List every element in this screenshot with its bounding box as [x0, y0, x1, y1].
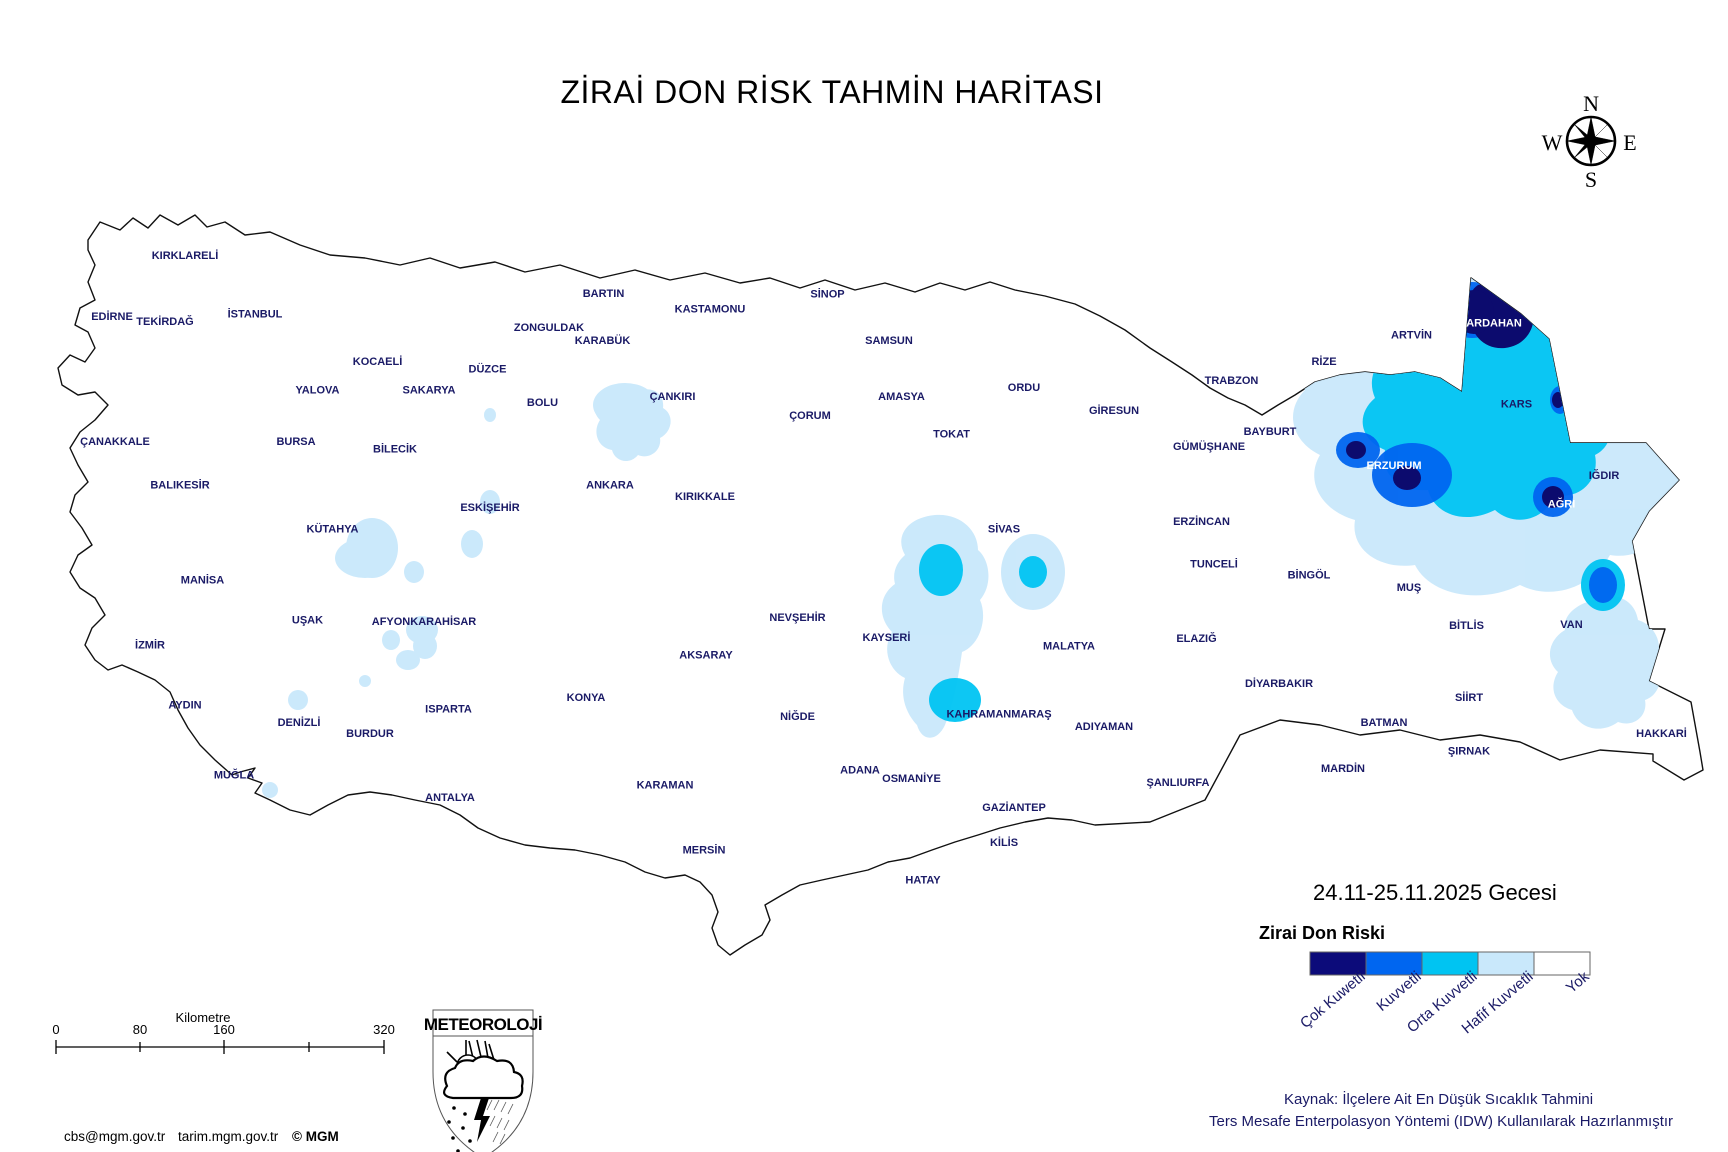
svg-text:DÜZCE: DÜZCE [469, 363, 507, 376]
svg-text:320: 320 [373, 1022, 395, 1037]
svg-text:24.11-25.11.2025 Gecesi: 24.11-25.11.2025 Gecesi [1313, 880, 1557, 905]
svg-text:SİVAS: SİVAS [988, 523, 1020, 536]
svg-text:GİRESUN: GİRESUN [1089, 404, 1139, 417]
svg-text:© MGM: © MGM [292, 1129, 339, 1144]
svg-text:SİİRT: SİİRT [1455, 691, 1483, 704]
svg-text:GÜMÜŞHANE: GÜMÜŞHANE [1173, 440, 1245, 453]
svg-text:Kaynak: İlçelere Ait En Düşük: Kaynak: İlçelere Ait En Düşük Sıcaklık T… [1284, 1090, 1593, 1108]
svg-text:DİYARBAKIR: DİYARBAKIR [1245, 677, 1313, 690]
svg-text:TUNCELİ: TUNCELİ [1190, 558, 1238, 571]
svg-text:VAN: VAN [1560, 619, 1582, 631]
svg-text:160: 160 [213, 1022, 235, 1037]
svg-text:KIRKLARELİ: KIRKLARELİ [152, 249, 219, 262]
svg-text:AMASYA: AMASYA [878, 391, 925, 403]
svg-text:DENİZLİ: DENİZLİ [278, 716, 321, 729]
svg-text:AFYONKARAHİSAR: AFYONKARAHİSAR [372, 615, 477, 628]
svg-text:UŞAK: UŞAK [292, 615, 323, 627]
svg-text:BİNGÖL: BİNGÖL [1288, 569, 1331, 582]
svg-text:ADANA: ADANA [840, 765, 880, 777]
svg-text:KÜTAHYA: KÜTAHYA [307, 523, 359, 536]
svg-text:E: E [1623, 130, 1636, 155]
svg-text:MUŞ: MUŞ [1397, 582, 1421, 594]
svg-text:KARABÜK: KARABÜK [575, 334, 631, 347]
svg-text:KARAMAN: KARAMAN [637, 780, 694, 792]
svg-text:KAYSERİ: KAYSERİ [863, 631, 911, 644]
svg-text:AYDIN: AYDIN [168, 700, 201, 712]
svg-text:HAKKARİ: HAKKARİ [1636, 727, 1687, 740]
svg-text:ELAZIĞ: ELAZIĞ [1176, 632, 1216, 645]
svg-text:MARDİN: MARDİN [1321, 762, 1365, 775]
svg-text:Zirai Don Riski: Zirai Don Riski [1259, 923, 1385, 943]
svg-text:SAKARYA: SAKARYA [403, 385, 456, 397]
svg-text:TRABZON: TRABZON [1205, 375, 1259, 387]
svg-text:MANİSA: MANİSA [181, 574, 224, 587]
svg-text:AĞRI: AĞRI [1548, 498, 1576, 511]
svg-text:BAYBURT: BAYBURT [1244, 426, 1297, 438]
svg-text:KOCAELİ: KOCAELİ [353, 355, 403, 368]
svg-text:KASTAMONU: KASTAMONU [675, 304, 746, 316]
svg-text:ANTALYA: ANTALYA [425, 792, 475, 804]
svg-text:GAZİANTEP: GAZİANTEP [982, 801, 1046, 814]
svg-text:ADIYAMAN: ADIYAMAN [1075, 721, 1133, 733]
svg-text:KİLİS: KİLİS [990, 836, 1018, 849]
svg-text:METEOROLOJİ: METEOROLOJİ [424, 1015, 542, 1034]
svg-text:BALIKESİR: BALIKESİR [150, 479, 209, 492]
svg-text:S: S [1585, 167, 1597, 192]
svg-text:KONYA: KONYA [567, 692, 606, 704]
svg-text:ARDAHAN: ARDAHAN [1466, 318, 1522, 330]
svg-text:SAMSUN: SAMSUN [865, 335, 913, 347]
svg-text:BURSA: BURSA [276, 436, 315, 448]
svg-text:İSTANBUL: İSTANBUL [228, 308, 283, 321]
svg-text:cbs@mgm.gov.tr: cbs@mgm.gov.tr [64, 1129, 166, 1144]
svg-text:BURDUR: BURDUR [346, 728, 394, 740]
svg-text:ÇORUM: ÇORUM [789, 410, 831, 422]
svg-text:TEKİRDAĞ: TEKİRDAĞ [136, 315, 193, 328]
svg-text:W: W [1542, 130, 1563, 155]
svg-text:BİTLİS: BİTLİS [1449, 619, 1484, 632]
svg-text:ARTVİN: ARTVİN [1391, 329, 1432, 342]
svg-text:ÇANAKKALE: ÇANAKKALE [80, 436, 150, 448]
svg-text:AKSARAY: AKSARAY [679, 650, 733, 662]
svg-text:OSMANİYE: OSMANİYE [882, 772, 941, 785]
svg-text:HATAY: HATAY [905, 875, 941, 887]
svg-text:KIRIKKALE: KIRIKKALE [675, 491, 735, 503]
svg-text:MALATYA: MALATYA [1043, 641, 1095, 653]
svg-text:TOKAT: TOKAT [933, 429, 970, 441]
svg-text:0: 0 [52, 1022, 59, 1037]
svg-text:RİZE: RİZE [1311, 355, 1336, 368]
svg-text:ESKİŞEHİR: ESKİŞEHİR [460, 501, 519, 514]
svg-text:EDİRNE: EDİRNE [91, 310, 133, 323]
svg-text:Ters Mesafe Enterpolasyon Yönt: Ters Mesafe Enterpolasyon Yöntemi (IDW) … [1209, 1113, 1673, 1130]
svg-text:ÇANKIRI: ÇANKIRI [650, 391, 696, 403]
svg-text:YALOVA: YALOVA [295, 385, 339, 397]
svg-text:ISPARTA: ISPARTA [425, 704, 472, 716]
svg-text:80: 80 [133, 1022, 147, 1037]
svg-text:NİĞDE: NİĞDE [780, 710, 815, 723]
svg-text:tarim.mgm.gov.tr: tarim.mgm.gov.tr [178, 1129, 279, 1144]
svg-text:ZONGULDAK: ZONGULDAK [514, 322, 584, 334]
svg-text:MERSİN: MERSİN [683, 844, 726, 857]
svg-text:KARS: KARS [1501, 399, 1532, 411]
svg-text:ERZİNCAN: ERZİNCAN [1173, 515, 1230, 528]
svg-text:BATMAN: BATMAN [1361, 717, 1408, 729]
svg-text:SİNOP: SİNOP [810, 288, 844, 301]
svg-text:İZMİR: İZMİR [135, 639, 165, 652]
svg-text:KAHRAMANMARAŞ: KAHRAMANMARAŞ [946, 709, 1051, 721]
svg-text:BİLECİK: BİLECİK [373, 443, 417, 456]
svg-text:N: N [1583, 91, 1599, 116]
svg-text:ERZURUM: ERZURUM [1367, 460, 1422, 472]
svg-text:MUĞLA: MUĞLA [214, 769, 254, 782]
svg-text:ORDU: ORDU [1008, 382, 1040, 394]
svg-text:ŞANLIURFA: ŞANLIURFA [1147, 777, 1210, 789]
svg-text:IĞDIR: IĞDIR [1589, 469, 1620, 482]
svg-text:ANKARA: ANKARA [586, 480, 634, 492]
svg-text:BARTIN: BARTIN [583, 288, 625, 300]
svg-text:ŞIRNAK: ŞIRNAK [1448, 746, 1490, 758]
svg-text:Çok Kuwetli: Çok Kuwetli [1297, 968, 1369, 1032]
svg-text:BOLU: BOLU [527, 397, 558, 409]
svg-text:NEVŞEHİR: NEVŞEHİR [769, 611, 825, 624]
